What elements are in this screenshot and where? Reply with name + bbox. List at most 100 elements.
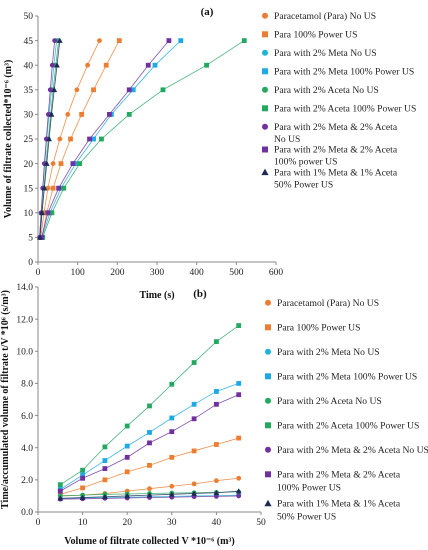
y-tick-label: 0 (28, 258, 33, 268)
data-point (79, 112, 85, 117)
data-point (169, 454, 175, 460)
data-point (236, 493, 242, 499)
legend-marker (265, 397, 271, 404)
data-point (116, 38, 122, 43)
legend-label: Para with 1% Meta & 1% Aceta 50% Power US (274, 167, 398, 190)
data-point (214, 478, 219, 484)
data-point (77, 161, 83, 166)
y-tick-label: 30 (24, 111, 34, 121)
data-point (45, 185, 51, 191)
x-tick-label: 50 (256, 518, 266, 528)
data-point (124, 493, 131, 499)
legend-label: Para with 2% Meta No US (277, 347, 380, 358)
data-point (37, 234, 43, 240)
y-tick-label: 40 (24, 61, 34, 71)
data-point (126, 112, 132, 117)
legend-label: Paracetamol (Para) No US (274, 11, 376, 22)
data-point (91, 136, 96, 142)
data-point (191, 481, 197, 487)
series-9 (57, 488, 242, 501)
x-tick-label: 200 (110, 268, 125, 278)
legend-label: Para with 2% Aceta 100% Power US (274, 104, 416, 115)
data-point (56, 185, 62, 191)
data-point (52, 38, 58, 43)
legend-label: Para with 2% Meta & 2% Aceta 100% power U… (274, 145, 398, 168)
data-point (107, 112, 112, 117)
data-point (236, 381, 242, 386)
legend-item: Para with 2% Aceta No US (265, 396, 382, 407)
legend-item: Para with 1% Meta & 1% Aceta 50% Power US (261, 167, 398, 190)
data-point (48, 111, 55, 117)
legend-label-line: 50% Power US (274, 179, 333, 190)
data-point (169, 429, 175, 435)
legend-item: Para with 2% Meta No US (265, 347, 380, 358)
data-point (124, 443, 130, 449)
data-point (236, 475, 242, 481)
chart-panel-2: 0.0 2.0 4.0 6.0 8.0 10.0 12.0 14.0 0 10 20 30 40 50 Vo… (0, 283, 428, 547)
legend-label: Para with 2% Meta No US (274, 48, 377, 59)
data-point (49, 210, 55, 216)
y-axis-label: Volume of filtrate collected*10⁻⁶ (m³) (3, 60, 14, 219)
data-point (50, 185, 56, 191)
series-8 (39, 38, 172, 240)
data-point (102, 477, 108, 483)
data-point (191, 360, 197, 365)
legend-marker (262, 68, 268, 75)
y-tick-label: 2.0 (21, 476, 33, 486)
data-point (178, 38, 184, 43)
data-point (57, 488, 63, 494)
data-point (102, 444, 108, 450)
legend-item: Para 100% Power US (262, 30, 357, 41)
data-point (91, 87, 96, 93)
data-point (145, 62, 151, 68)
data-point (147, 462, 152, 468)
data-point (102, 458, 108, 463)
data-point (124, 469, 130, 475)
y-tick-label: 45 (24, 37, 34, 47)
data-point (168, 491, 175, 497)
x-tick-label: 40 (212, 518, 222, 528)
data-point (97, 38, 102, 43)
data-point (85, 62, 90, 68)
y-tick-label: 5 (28, 234, 33, 244)
legend-marker (262, 12, 268, 19)
series-line (42, 40, 245, 238)
y-tick-label: 50 (24, 12, 34, 22)
legend-item: Paracetamol (Para) No US (265, 298, 379, 309)
data-point (57, 136, 63, 142)
data-point (79, 494, 86, 500)
x-tick-label: 300 (150, 268, 165, 278)
data-point (87, 136, 92, 142)
x-tick-label: 10 (78, 518, 88, 528)
legend-label: Para with 2% Meta 100% Power US (277, 372, 417, 383)
legend-marker (262, 31, 268, 38)
x-tick-label: 30 (167, 518, 177, 528)
legend-label: Paracetamol (Para) No US (277, 298, 379, 309)
data-point (214, 494, 219, 499)
legend-item: Para with 2% Meta & 2% Aceta 100% Power U… (265, 470, 401, 494)
data-point (191, 448, 197, 454)
legend-marker (262, 105, 268, 112)
y-tick-label: 14.0 (16, 283, 33, 293)
data-point (80, 475, 85, 481)
legend-label-line: No US (274, 134, 300, 145)
legend-label-line: Para with 2% Meta & 2% Aceta (277, 470, 401, 481)
data-point (46, 136, 52, 142)
data-point (146, 492, 153, 498)
data-point (169, 381, 175, 387)
legend-marker (265, 446, 271, 453)
legend-item: Para with 2% Meta & 2% Aceta 100% power U… (262, 145, 398, 168)
data-point (74, 87, 80, 93)
y-tick-label: 35 (24, 86, 34, 96)
legend-marker (265, 422, 271, 429)
data-point (160, 87, 166, 93)
x-tick-label: 0 (36, 518, 41, 528)
data-point (80, 467, 85, 473)
legend-label-line: Para with 2% Meta & 2% Aceta (274, 145, 398, 156)
legend-marker (265, 348, 271, 355)
data-point (73, 161, 79, 166)
data-point (99, 136, 104, 142)
legend-marker (265, 299, 271, 306)
data-point (166, 38, 172, 43)
legend-item: Para with 2% Meta 100% Power US (265, 372, 417, 383)
